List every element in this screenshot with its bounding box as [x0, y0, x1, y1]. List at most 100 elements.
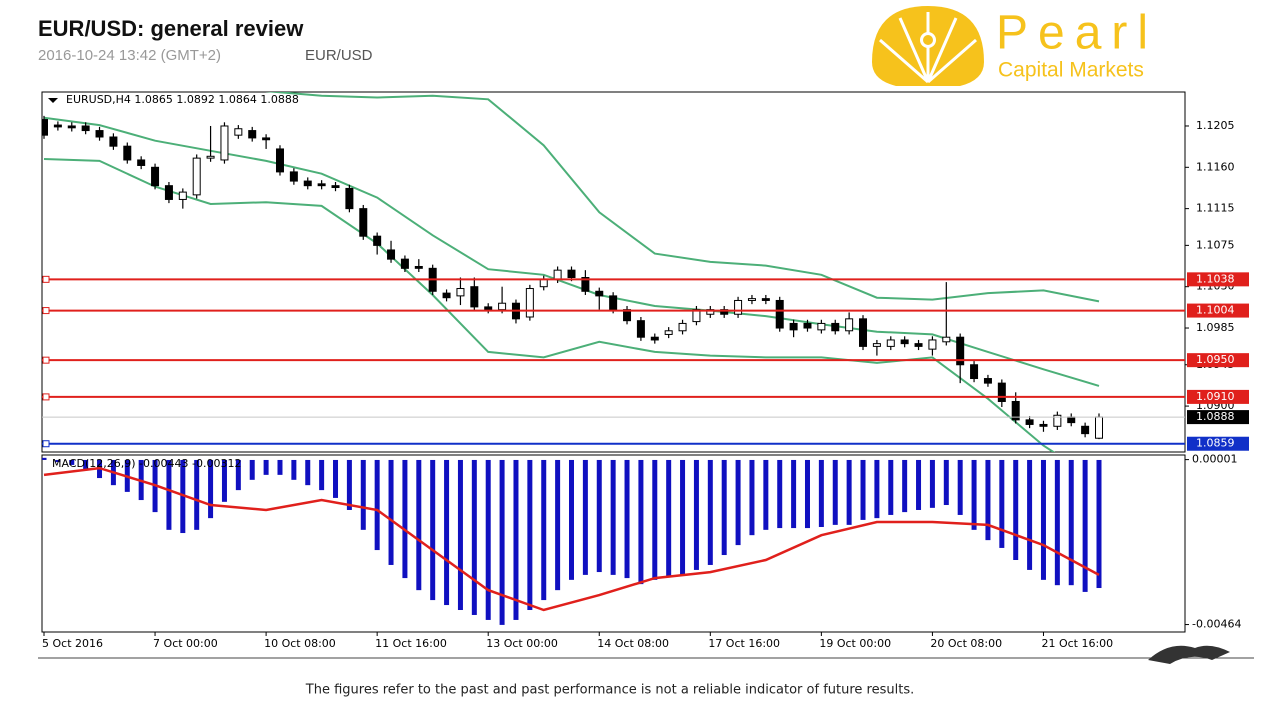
macd-bar [235, 459, 241, 491]
candle-body [567, 269, 576, 279]
candle-body [997, 382, 1006, 402]
candle-body [331, 185, 340, 189]
macd-bar [194, 459, 200, 530]
macd-bar [263, 459, 269, 475]
candle-body [609, 295, 618, 311]
level-tag [1187, 353, 1249, 368]
macd-bar [166, 459, 172, 530]
candle-body [831, 322, 840, 332]
candle-body [678, 322, 687, 332]
candle-body [553, 269, 562, 280]
x-tick-label: 19 Oct 00:00 [819, 637, 891, 650]
macd-bar [374, 459, 380, 551]
candle-body [387, 249, 396, 260]
level-handle [42, 275, 50, 283]
macd-bar [499, 459, 505, 625]
candle-body [275, 148, 284, 173]
macd-bar [624, 459, 630, 579]
candle-body [595, 290, 604, 297]
macd-bar [791, 459, 797, 529]
current-price-tag [1187, 410, 1249, 425]
candle-body [151, 166, 160, 187]
level-handle [42, 356, 50, 364]
candle-body [1011, 400, 1020, 421]
macd-bar [457, 459, 463, 611]
candle-body [220, 125, 229, 161]
candle-body [539, 278, 548, 288]
candle-body [442, 292, 451, 299]
x-tick-label: 20 Oct 08:00 [930, 637, 1002, 650]
candle-body [970, 364, 979, 380]
macd-bar [666, 459, 672, 578]
level-tag [1187, 303, 1249, 318]
macd-bar [360, 459, 366, 530]
macd-bar [707, 459, 713, 565]
macd-bar [985, 459, 991, 541]
candle-body [400, 258, 409, 269]
level-tag [1187, 436, 1249, 451]
candle-body [289, 171, 298, 182]
candle-body [747, 298, 756, 301]
x-tick-label: 13 Oct 00:00 [486, 637, 558, 650]
disclaimer: The figures refer to the past and past p… [305, 683, 914, 698]
current-price-label: 1.0888 [1196, 410, 1235, 423]
chart-header: EURUSD,H4 1.0865 1.0892 1.0864 1.0888 [66, 93, 299, 106]
macd-bar [555, 459, 561, 591]
macd-bar [249, 459, 255, 480]
candle-body [137, 159, 146, 166]
macd-signal [43, 466, 1100, 612]
logo-tagline: Capital Markets [998, 59, 1144, 82]
candle-body [872, 343, 881, 347]
macd-bar [860, 459, 866, 520]
macd-bar [569, 459, 574, 580]
macd-bar [485, 459, 491, 620]
macd-bar [804, 459, 810, 529]
y-tick-label: 1.1115 [1196, 202, 1235, 215]
candle-body [53, 124, 62, 128]
band-upper [265, 92, 1100, 303]
logo-name: Pearl [996, 7, 1158, 60]
macd-tick-label: 0.00001 [1192, 453, 1238, 466]
candle-body [234, 128, 243, 136]
candle-body [192, 157, 201, 196]
macd-bar [527, 459, 533, 611]
candle-body [456, 288, 465, 297]
macd-bar [610, 459, 616, 575]
macd-plot [42, 457, 1102, 625]
macd-bar [541, 459, 547, 601]
macd-bar [957, 459, 963, 515]
candle-body [761, 298, 770, 301]
macd-header: MACD(12,26,9) -0.00443 -0.00312 [52, 457, 241, 470]
candle-body [470, 286, 479, 308]
candle-body [900, 339, 909, 345]
candle-body [803, 322, 812, 329]
macd-bar [832, 459, 838, 525]
candle-body [42, 119, 48, 136]
x-tick-label: 5 Oct 2016 [42, 637, 103, 650]
candle-body [1039, 423, 1048, 427]
candle-body [1067, 416, 1076, 424]
macd-bar [818, 459, 824, 528]
macd-bar [943, 459, 949, 506]
macd-bar [83, 459, 89, 470]
macd-bar [749, 459, 755, 536]
candle-body [664, 330, 673, 335]
candle-body [928, 339, 937, 350]
macd-bar [444, 459, 450, 606]
level-tag [1187, 389, 1249, 404]
macd-bar [180, 459, 186, 534]
macd-bar [846, 459, 852, 525]
candle-body [164, 185, 173, 200]
x-tick-label: 7 Oct 00:00 [153, 637, 218, 650]
candle-body [942, 336, 951, 343]
macd-bar [333, 459, 339, 498]
level-handle [42, 307, 50, 315]
macd-bar [1054, 459, 1060, 586]
macd-bar [1027, 459, 1033, 570]
x-tick-label: 14 Oct 08:00 [597, 637, 669, 650]
y-tick-label: 1.0985 [1196, 321, 1235, 334]
candle-body [817, 322, 826, 331]
macd-bar [888, 459, 894, 515]
candle-body [414, 265, 423, 269]
